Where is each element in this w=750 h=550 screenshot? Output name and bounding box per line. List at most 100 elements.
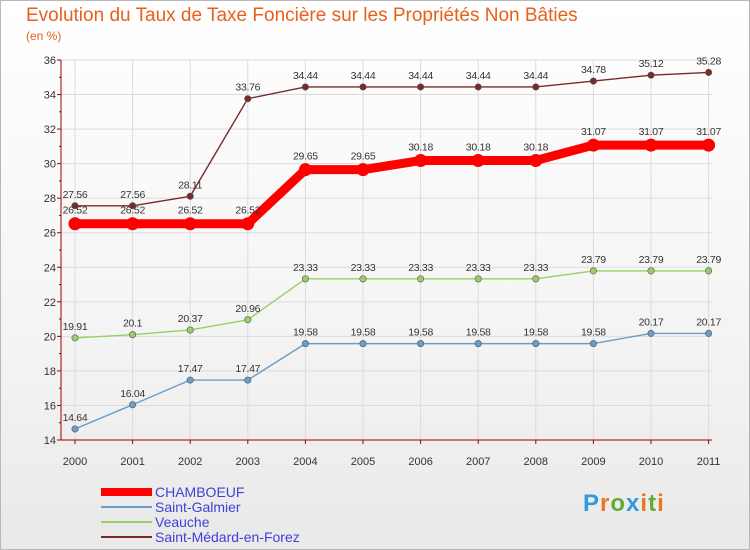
- data-label: 31.07: [696, 126, 721, 138]
- data-point: [356, 163, 370, 177]
- data-point: [183, 217, 197, 231]
- proxiti-logo: Proxiti: [583, 490, 665, 518]
- y-tick-label: 36: [44, 55, 56, 67]
- data-point: [301, 340, 309, 348]
- data-point: [702, 138, 716, 152]
- data-label: 30.18: [466, 142, 491, 154]
- y-tick-label: 24: [44, 262, 56, 274]
- data-point: [359, 83, 367, 91]
- data-label: 26.52: [235, 205, 260, 217]
- y-tick-label: 26: [44, 228, 56, 240]
- data-label: 30.18: [523, 142, 548, 154]
- data-label: 17.47: [178, 363, 203, 375]
- data-label: 23.79: [696, 254, 721, 266]
- data-point: [589, 340, 597, 348]
- data-label: 34.44: [466, 70, 491, 82]
- logo-letter: o: [610, 490, 627, 517]
- data-point: [241, 217, 255, 231]
- data-point: [589, 77, 597, 85]
- data-label: 23.33: [293, 262, 318, 274]
- data-point: [186, 192, 194, 200]
- data-point: [186, 376, 194, 384]
- data-point: [244, 95, 252, 103]
- data-point: [129, 331, 137, 339]
- data-point: [647, 329, 655, 337]
- data-label: 19.58: [351, 327, 376, 339]
- data-label: 23.33: [466, 262, 491, 274]
- series-line: [75, 71, 709, 207]
- data-label: 26.52: [178, 205, 203, 217]
- x-tick-label: 2000: [63, 456, 87, 468]
- x-tick-label: 2011: [697, 456, 721, 468]
- logo-letter: x: [626, 490, 641, 517]
- data-label: 19.58: [581, 327, 606, 339]
- logo-letter: P: [583, 490, 601, 517]
- x-tick-label: 2007: [466, 456, 490, 468]
- series-line: [74, 332, 709, 430]
- data-label: 20.17: [696, 316, 721, 328]
- data-point: [589, 267, 597, 275]
- legend-label: CHAMBOEUF: [155, 484, 244, 500]
- data-point: [474, 340, 482, 348]
- data-point: [417, 340, 425, 348]
- data-point: [532, 275, 540, 283]
- data-point: [301, 83, 309, 91]
- data-label: 29.65: [351, 151, 376, 163]
- data-point: [414, 154, 428, 168]
- data-label: 19.58: [293, 327, 318, 339]
- data-point: [298, 163, 312, 177]
- logo-letter: r: [600, 490, 611, 517]
- data-point: [359, 340, 367, 348]
- data-point: [417, 83, 425, 91]
- data-point: [647, 267, 655, 275]
- data-point: [474, 83, 482, 91]
- data-label: 19.91: [63, 321, 88, 333]
- y-tick-label: 20: [44, 331, 56, 343]
- data-point: [126, 217, 140, 231]
- x-tick-label: 2008: [524, 456, 548, 468]
- data-label: 34.78: [581, 64, 606, 76]
- data-point: [359, 275, 367, 283]
- x-tick-label: 2009: [581, 456, 605, 468]
- data-point: [71, 202, 79, 210]
- y-tick-label: 16: [44, 400, 56, 412]
- data-label: 34.44: [408, 70, 433, 82]
- data-label: 26.52: [63, 205, 88, 217]
- y-tick-label: 34: [44, 90, 56, 102]
- data-label: 23.79: [581, 254, 606, 266]
- series-line: [75, 140, 709, 229]
- data-point: [644, 138, 658, 152]
- data-point: [532, 83, 540, 91]
- data-label: 16.04: [120, 388, 145, 400]
- data-label: 30.18: [408, 142, 433, 154]
- y-tick-label: 22: [44, 297, 56, 309]
- data-label: 17.47: [235, 363, 260, 375]
- data-point: [68, 217, 82, 231]
- data-point: [129, 401, 137, 409]
- data-point: [471, 154, 485, 168]
- x-tick-label: 2006: [408, 456, 432, 468]
- data-label: 33.76: [235, 82, 260, 94]
- data-label: 26.52: [120, 205, 145, 217]
- legend-label: Veauche: [155, 514, 210, 530]
- data-label: 31.07: [581, 126, 606, 138]
- y-tick-label: 18: [44, 366, 56, 378]
- logo-letter: i: [657, 490, 665, 517]
- data-label: 27.56: [63, 189, 88, 201]
- x-tick-label: 2003: [236, 456, 260, 468]
- data-label: 29.65: [293, 151, 318, 163]
- data-point: [647, 71, 655, 79]
- data-point: [244, 376, 252, 384]
- logo-letter: t: [648, 490, 658, 517]
- data-point: [529, 154, 543, 168]
- data-label: 20.96: [235, 303, 260, 315]
- data-label: 23.79: [639, 254, 664, 266]
- data-label: 23.33: [408, 262, 433, 274]
- y-tick-label: 32: [44, 124, 56, 136]
- y-tick-label: 28: [44, 193, 56, 205]
- data-point: [129, 202, 137, 210]
- data-label: 20.17: [639, 316, 664, 328]
- logo-letter: i: [640, 490, 649, 517]
- series-line: [74, 270, 709, 339]
